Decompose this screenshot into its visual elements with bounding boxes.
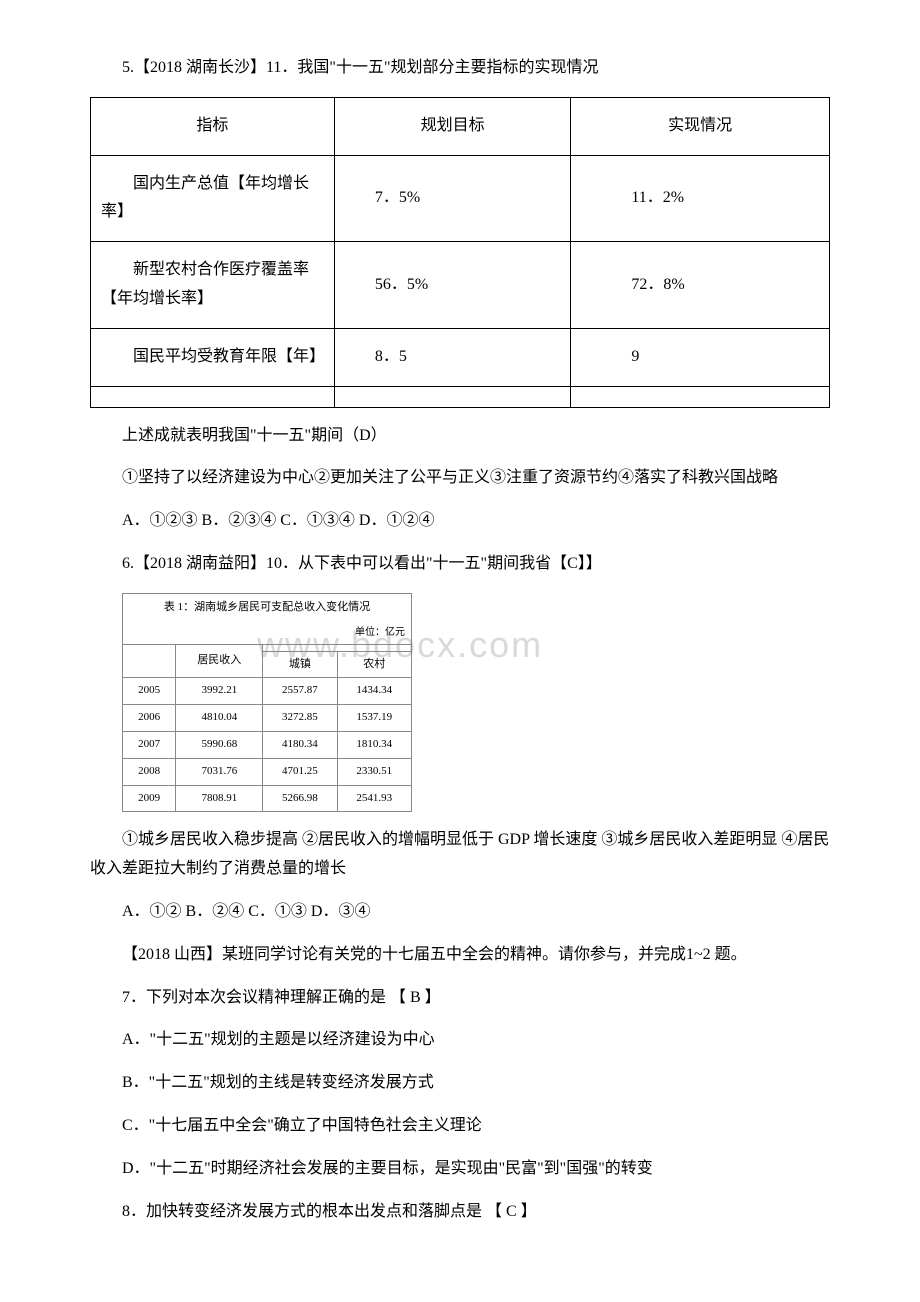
table-cell: 9 (571, 328, 830, 386)
sub-table-cell: 2007 (123, 731, 176, 758)
table-cell (571, 386, 830, 407)
table-cell: 72．8% (571, 242, 830, 329)
table-cell (91, 386, 335, 407)
q7-option-c: C．"十七届五中全会"确立了中国特色社会主义理论 (90, 1112, 830, 1141)
q7-option-a: A．"十二五"规划的主题是以经济建设为中心 (90, 1026, 830, 1055)
table-row: 国民平均受教育年限【年】 8．5 9 (91, 328, 830, 386)
sub-table-title: 表 1：湖南城乡居民可支配总收入变化情况 (123, 593, 412, 621)
sub-table-cell: 4810.04 (176, 705, 263, 732)
sub-table-cell: 2557.87 (263, 678, 337, 705)
q6-options-desc: ①城乡居民收入稳步提高 ②居民收入的增幅明显低于 GDP 增长速度 ③城乡居民收… (90, 826, 830, 884)
table-row: 国内生产总值【年均增长率】 7．5% 11．2% (91, 155, 830, 242)
sub-table-cell: 2005 (123, 678, 176, 705)
sub-table-row: 2006 4810.04 3272.85 1537.19 (123, 705, 412, 732)
sub-table-cell: 7808.91 (176, 785, 263, 812)
sub-table-header: 居民收入 (176, 644, 263, 678)
sub-table-unit: 单位：亿元 (123, 622, 412, 645)
sub-table-empty-header (123, 644, 176, 678)
sub-table-cell: 5266.98 (263, 785, 337, 812)
q5-table: 指标 规划目标 实现情况 国内生产总值【年均增长率】 7．5% 11．2% 新型… (90, 97, 830, 408)
sub-table-cell: 1434.34 (337, 678, 411, 705)
sub-table-cell: 2008 (123, 758, 176, 785)
table-cell: 8．5 (334, 328, 570, 386)
shanxi-intro: 【2018 山西】某班同学讨论有关党的十七届五中全会的精神。请你参与，并完成1~… (90, 941, 830, 970)
table-cell: 11．2% (571, 155, 830, 242)
sub-table-row: 2007 5990.68 4180.34 1810.34 (123, 731, 412, 758)
q7-option-b: B．"十二五"规划的主线是转变经济发展方式 (90, 1069, 830, 1098)
table-empty-row (91, 386, 830, 407)
q6-options: A．①② B．②④ C．①③ D．③④ (90, 898, 830, 927)
table-header-row: 指标 规划目标 实现情况 (91, 97, 830, 155)
sub-table-cell: 7031.76 (176, 758, 263, 785)
q5-options-desc: ①坚持了以经济建设为中心②更加关注了公平与正义③注重了资源节约④落实了科教兴国战… (90, 464, 830, 493)
q6-table-wrapper: www.bdocx.com 表 1：湖南城乡居民可支配总收入变化情况 单位：亿元… (122, 593, 830, 813)
q6-sub-table: 表 1：湖南城乡居民可支配总收入变化情况 单位：亿元 居民收入 城镇 农村 20… (122, 593, 412, 813)
q5-options: A．①②③ B．②③④ C．①③④ D．①②④ (90, 507, 830, 536)
sub-table-header-row: 居民收入 (123, 644, 412, 651)
table-cell (334, 386, 570, 407)
sub-table-cell: 4701.25 (263, 758, 337, 785)
sub-table-cell: 2009 (123, 785, 176, 812)
table-row: 新型农村合作医疗覆盖率【年均增长率】 56．5% 72．8% (91, 242, 830, 329)
sub-table-row: 2008 7031.76 4701.25 2330.51 (123, 758, 412, 785)
sub-table-cell: 3992.21 (176, 678, 263, 705)
q5-intro: 5.【2018 湖南长沙】11．我国"十一五"规划部分主要指标的实现情况 (90, 54, 830, 83)
sub-table-cell: 4180.34 (263, 731, 337, 758)
q8-stem: 8．加快转变经济发展方式的根本出发点和落脚点是 【 C 】 (90, 1198, 830, 1227)
sub-table-cell: 5990.68 (176, 731, 263, 758)
table-cell: 7．5% (334, 155, 570, 242)
sub-table-cell: 3272.85 (263, 705, 337, 732)
sub-table-subheader: 城镇 (263, 651, 337, 678)
table-header: 指标 (91, 97, 335, 155)
q7-stem: 7．下列对本次会议精神理解正确的是 【 B 】 (90, 984, 830, 1013)
table-cell: 国内生产总值【年均增长率】 (91, 155, 335, 242)
table-cell: 新型农村合作医疗覆盖率【年均增长率】 (91, 242, 335, 329)
table-header: 规划目标 (334, 97, 570, 155)
q5-stem: 上述成就表明我国"十一五"期间（D） (90, 422, 830, 451)
table-cell: 国民平均受教育年限【年】 (91, 328, 335, 386)
sub-table-cell: 2541.93 (337, 785, 411, 812)
sub-table-subheader: 农村 (337, 651, 411, 678)
q6-intro: 6.【2018 湖南益阳】10．从下表中可以看出"十一五"期间我省【C】】 (90, 550, 830, 579)
sub-table-cell: 2006 (123, 705, 176, 732)
sub-table-cell: 1810.34 (337, 731, 411, 758)
sub-table-unit-row: 单位：亿元 (123, 622, 412, 645)
table-header: 实现情况 (571, 97, 830, 155)
table-cell: 56．5% (334, 242, 570, 329)
sub-table-cell: 1537.19 (337, 705, 411, 732)
q7-option-d: D．"十二五"时期经济社会发展的主要目标，是实现由"民富"到"国强"的转变 (90, 1155, 830, 1184)
sub-table-header-empty (263, 644, 412, 651)
sub-table-title-row: 表 1：湖南城乡居民可支配总收入变化情况 (123, 593, 412, 621)
sub-table-cell: 2330.51 (337, 758, 411, 785)
sub-table-row: 2009 7808.91 5266.98 2541.93 (123, 785, 412, 812)
sub-table-row: 2005 3992.21 2557.87 1434.34 (123, 678, 412, 705)
